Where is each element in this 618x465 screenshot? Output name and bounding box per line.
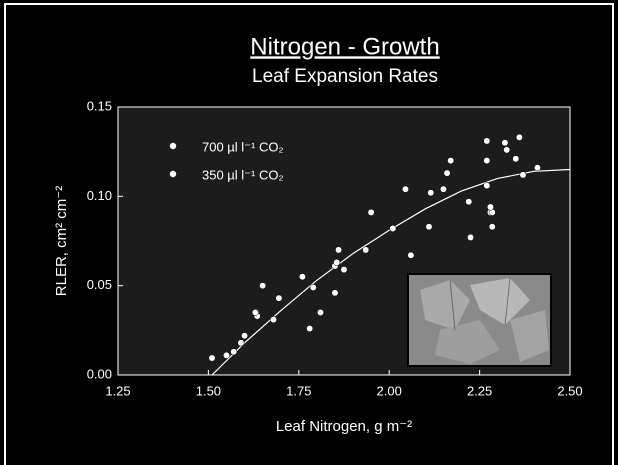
data-point [335,246,343,254]
legend-label: 700 µl l⁻¹ CO₂ [202,139,284,154]
data-point [439,185,447,193]
frame [4,3,614,465]
data-point [241,332,249,340]
data-point [483,137,491,145]
legend-marker [169,170,177,178]
data-point [333,258,341,266]
x-tick-label: 2.00 [377,383,402,398]
x-tick-label: 2.50 [557,383,582,398]
data-point [367,208,375,216]
data-point [534,164,541,172]
data-point [503,146,511,154]
data-point [512,155,520,163]
x-tick-label: 1.50 [196,383,221,398]
data-point [501,139,509,147]
data-point [443,169,451,177]
data-point [483,157,491,165]
data-point [362,246,370,254]
y-tick-label: 0.00 [87,366,112,381]
data-point [519,171,527,179]
data-point [407,251,415,259]
data-point [317,309,324,316]
data-point [331,289,339,297]
data-point [230,348,238,356]
data-point [486,203,494,211]
y-tick-label: 0.15 [87,98,112,113]
data-point [251,309,259,316]
x-tick-label: 1.75 [286,383,311,398]
data-point [340,266,348,274]
data-point [309,284,317,291]
data-point [259,282,267,290]
data-point [275,294,283,302]
data-point [483,182,491,190]
x-tick-label: 1.25 [105,383,130,398]
y-tick-label: 0.05 [87,277,112,292]
data-point [427,189,435,197]
data-point [223,351,230,359]
inset-photo [407,273,552,367]
chart-title: Nitrogen - Growth [250,33,439,60]
data-point [389,225,397,232]
data-point [488,223,496,231]
legend-label: 350 µl l⁻¹ CO₂ [202,167,284,182]
data-point [402,185,409,193]
data-point [208,354,216,362]
data-point [270,316,277,324]
data-point [298,273,306,281]
y-tick-label: 0.10 [87,188,112,203]
legend-marker [169,142,177,150]
data-point [237,339,245,347]
data-point [306,325,314,332]
data-point [465,198,473,206]
data-point [467,233,475,241]
fit-curve [211,168,571,376]
x-axis-label: Leaf Nitrogen, g m⁻² [276,418,412,435]
data-point [515,133,523,141]
chart-subtitle: Leaf Expansion Rates [252,66,438,87]
x-tick-label: 2.25 [467,383,492,398]
data-point [425,223,433,231]
y-axis-label: RLER, cm² cm⁻² [53,186,70,296]
data-point [447,157,455,165]
